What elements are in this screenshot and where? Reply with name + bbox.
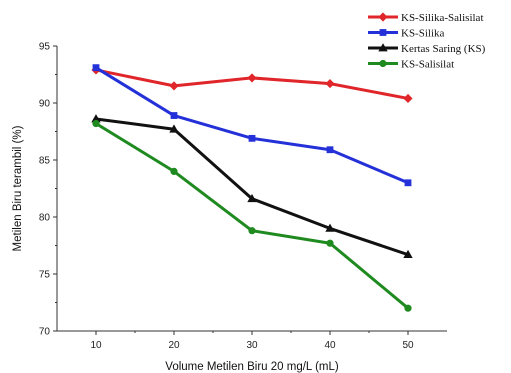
legend-entry: KS-Salisilat <box>368 59 454 71</box>
legend-entry: Kertas Saring (KS) <box>368 43 486 55</box>
data-point <box>403 93 413 104</box>
data-point <box>404 304 412 312</box>
legend-entry: KS-Silika-Salisilat <box>368 12 484 24</box>
y-ticks: 70 75 80 85 90 95 <box>39 42 57 338</box>
y-tick-label: 90 <box>39 99 51 110</box>
legend-entry: KS-Silika <box>368 28 445 40</box>
series-ks-silika-salisilat <box>91 65 413 104</box>
legend-marker <box>379 29 387 36</box>
legend-label: KS-Silika-Salisilat <box>401 12 484 24</box>
data-point <box>248 134 256 142</box>
data-point <box>170 167 178 175</box>
series-kertas-saring-ks <box>91 114 413 259</box>
data-point <box>92 119 100 128</box>
y-axis-title: Metilen Biru terambil (%) <box>12 125 24 251</box>
data-point <box>169 124 179 133</box>
x-tick-label: 20 <box>168 340 180 351</box>
data-point <box>92 64 100 72</box>
legend-label: Kertas Saring (KS) <box>401 43 486 55</box>
x-axis-title: Volume Metilen Biru 20 mg/L (mL) <box>165 361 339 373</box>
series-ks-silika <box>92 64 412 187</box>
y-tick-label: 75 <box>39 270 51 281</box>
legend-label: KS-Silika <box>401 28 445 40</box>
y-tick-label: 85 <box>39 156 51 167</box>
legend-label: KS-Salisilat <box>401 59 454 71</box>
x-ticks: 10 20 30 40 50 <box>90 331 414 351</box>
y-tick-label: 80 <box>39 213 51 224</box>
data-point <box>325 223 335 232</box>
legend-marker <box>379 59 387 68</box>
data-point <box>247 73 257 83</box>
legend-marker <box>378 43 388 52</box>
series-ks-salisilat <box>92 119 412 312</box>
data-point <box>248 227 256 235</box>
data-point <box>247 193 257 203</box>
data-point <box>170 112 178 119</box>
data-point <box>326 239 334 247</box>
data-point <box>404 179 412 187</box>
data-point <box>169 81 179 91</box>
series-line <box>95 122 409 310</box>
x-tick-label: 30 <box>246 340 258 351</box>
series-layer <box>91 64 413 312</box>
data-point <box>325 79 335 89</box>
legend: KS-Silika-Salisilat KS-Silika Kertas Sarin… <box>368 12 486 71</box>
legend-marker <box>378 12 388 22</box>
data-point <box>326 146 334 154</box>
data-point <box>403 249 413 259</box>
x-tick-label: 40 <box>324 340 336 351</box>
y-tick-label: 70 <box>39 327 51 338</box>
y-tick-label: 95 <box>39 42 51 53</box>
x-tick-label: 10 <box>90 340 102 351</box>
x-tick-label: 50 <box>402 340 414 351</box>
